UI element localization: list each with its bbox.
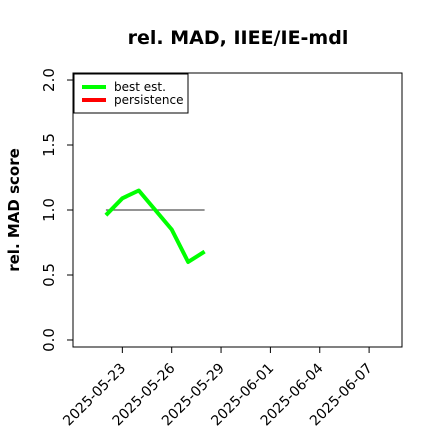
y-tick-label: 0.0 [40, 328, 58, 352]
data-line [104, 188, 206, 264]
y-tick-label: 0.5 [40, 263, 58, 287]
chart-title: rel. MAD, IIEE/IE-mdl [128, 27, 349, 49]
y-tick-label: 1.0 [40, 198, 58, 222]
legend-label: persistence [114, 93, 183, 107]
legend-label: best est. [114, 80, 166, 94]
y-tick-label: 1.5 [40, 133, 58, 157]
y-axis-label: rel. MAD score [5, 148, 23, 272]
y-tick-label: 2.0 [40, 68, 58, 92]
legend-box [73, 73, 189, 114]
